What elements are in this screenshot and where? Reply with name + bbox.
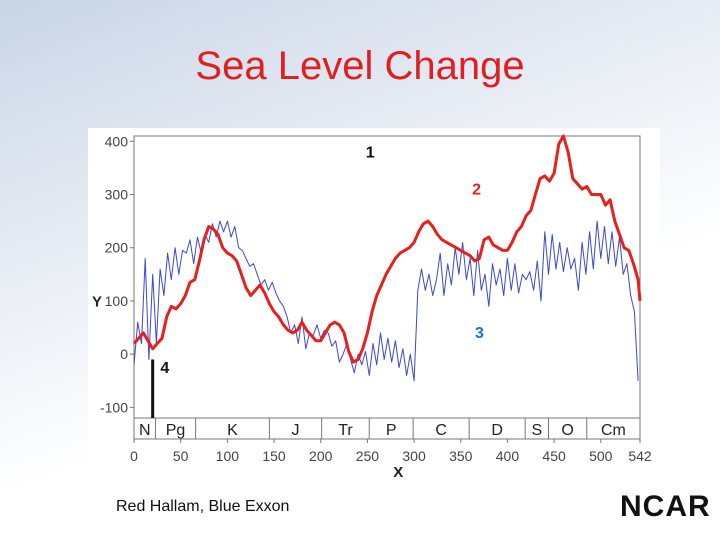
y-tick-label-3: 100 [105, 293, 129, 309]
y-tick-label-1: 300 [105, 187, 129, 203]
y-axis-label: Y [92, 293, 102, 310]
period-label-pg: Pg [166, 422, 186, 439]
slide-title: Sea Level Change [195, 44, 525, 88]
period-label-d: D [491, 422, 503, 439]
chart-svg: Y X N Pg K J Tr P C D S O Cm 400 300 200 100 0 -100 0 50 10… [92, 133, 652, 480]
period-label-o: O [561, 422, 573, 439]
period-label-tr: Tr [338, 422, 353, 439]
chart-tick-labels: 400 300 200 100 0 -100 0 50 100 150 200 250 300 350 40… [100, 133, 652, 464]
caption: Red Hallam, Blue Exxon [116, 498, 290, 515]
annotation-2: 2 [472, 182, 481, 199]
period-bar: N Pg K J Tr P C D S O Cm [134, 417, 640, 439]
x-tick-label-5: 250 [356, 448, 380, 464]
x-tick-label-3: 150 [262, 448, 286, 464]
series-line-blue [133, 220, 639, 382]
period-label-s: S [532, 422, 543, 439]
period-label-j: J [292, 422, 300, 439]
sea-level-chart: Y X N Pg K J Tr P C D S O Cm 400 300 200 100 0 -100 0 50 10… [88, 128, 660, 480]
chart-series [132, 134, 642, 382]
ncar-logo: NCAR [620, 490, 711, 523]
x-tick-label-2: 100 [216, 448, 240, 464]
x-tick-label-9: 450 [542, 448, 566, 464]
annotation-1: 1 [366, 144, 375, 161]
plot-frame [133, 135, 641, 440]
period-label-p: P [386, 422, 397, 439]
period-label-c: C [435, 422, 447, 439]
chart-annotations: 1 2 3 4 [151, 144, 484, 418]
x-tick-label-6: 300 [402, 448, 426, 464]
x-tick-label-10: 500 [589, 448, 613, 464]
annotation-3: 3 [475, 325, 484, 342]
x-tick-label-1: 50 [173, 448, 189, 464]
annotation-4: 4 [160, 360, 169, 377]
x-tick-label-4: 200 [309, 448, 333, 464]
x-tick-label-11: 542 [628, 448, 652, 464]
y-tick-label-2: 200 [105, 240, 129, 256]
x-axis-label: X [393, 464, 403, 480]
x-tick-label-8: 400 [496, 448, 520, 464]
series-line-red [132, 134, 642, 364]
y-tick-label-4: 0 [120, 346, 128, 362]
x-tick-label-0: 0 [130, 448, 138, 464]
y-tick-label-0: 400 [105, 133, 129, 149]
y-tick-label-5: -100 [100, 399, 128, 415]
period-label-cm: Cm [601, 422, 626, 439]
x-tick-label-7: 350 [449, 448, 473, 464]
period-label-n: N [139, 422, 151, 439]
period-label-k: K [227, 422, 238, 439]
